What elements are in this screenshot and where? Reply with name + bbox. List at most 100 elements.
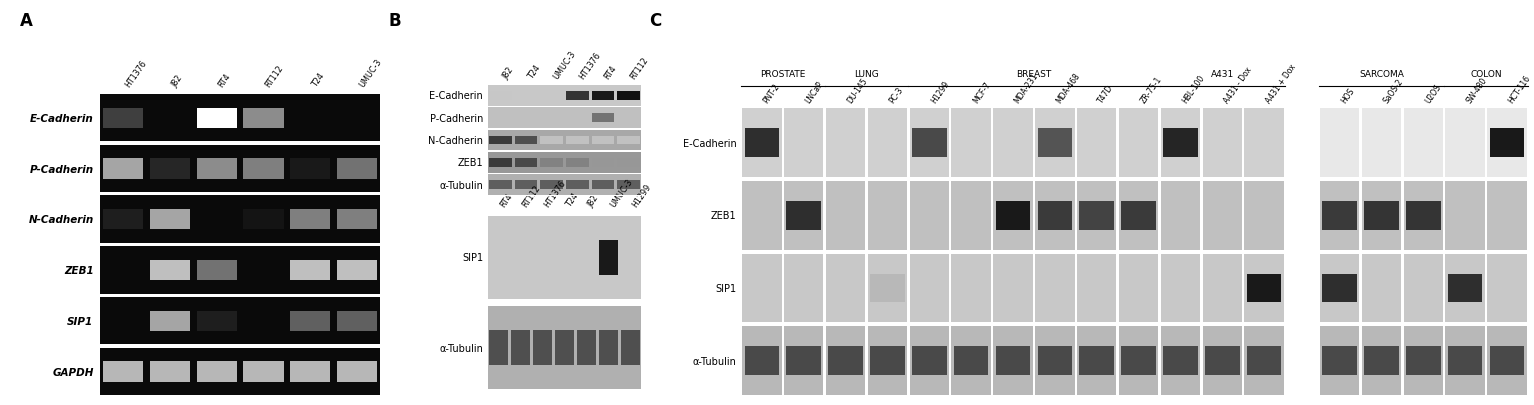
Bar — [147, 145, 193, 193]
Bar — [1247, 274, 1281, 303]
Bar — [825, 109, 865, 178]
Bar — [1035, 254, 1074, 323]
Bar — [1322, 201, 1356, 230]
Bar — [1118, 109, 1158, 178]
Bar — [488, 129, 641, 130]
Text: A431: A431 — [1210, 70, 1233, 79]
Bar — [1445, 326, 1485, 395]
Bar — [193, 247, 239, 294]
Bar — [1362, 326, 1401, 395]
Bar — [1203, 181, 1243, 250]
Bar — [489, 136, 512, 145]
Bar — [150, 362, 190, 382]
Bar — [913, 129, 946, 158]
Bar — [239, 348, 287, 395]
Bar — [1203, 254, 1243, 323]
Bar — [742, 254, 781, 323]
Bar — [951, 254, 991, 323]
Bar — [532, 306, 554, 389]
Bar — [1319, 181, 1359, 250]
Bar — [196, 311, 236, 331]
Text: E-Cadherin: E-Cadherin — [430, 91, 483, 101]
Bar — [868, 181, 907, 250]
Bar — [1163, 129, 1198, 158]
Bar — [1035, 326, 1074, 395]
Bar — [193, 348, 239, 395]
Bar — [913, 346, 946, 375]
Bar — [100, 294, 380, 295]
Text: ZEB1: ZEB1 — [710, 211, 736, 221]
Text: ZR-75-1: ZR-75-1 — [1138, 75, 1163, 105]
Bar — [592, 159, 614, 167]
Bar — [591, 153, 615, 173]
Text: T24: T24 — [565, 191, 580, 209]
Bar — [1203, 109, 1243, 178]
Bar — [489, 330, 508, 365]
Bar — [621, 330, 640, 365]
Bar — [1080, 201, 1114, 230]
Bar — [825, 181, 865, 250]
Bar — [617, 136, 640, 145]
Bar — [538, 86, 565, 107]
Bar — [509, 216, 532, 299]
Text: E-Cadherin: E-Cadherin — [683, 139, 736, 149]
Bar — [244, 362, 284, 382]
Text: HT1376: HT1376 — [123, 59, 149, 89]
Bar — [196, 159, 236, 179]
Bar — [196, 362, 236, 382]
Text: N-Cadherin: N-Cadherin — [428, 136, 483, 146]
Bar — [333, 95, 380, 142]
Bar — [1405, 201, 1440, 230]
Text: UMUC-3: UMUC-3 — [609, 177, 634, 209]
Bar — [193, 196, 239, 243]
Bar — [566, 92, 589, 100]
Bar — [870, 346, 905, 375]
Text: J82: J82 — [500, 66, 515, 81]
Bar — [540, 159, 563, 167]
Bar — [1077, 181, 1117, 250]
Text: A431 + Dox: A431 + Dox — [1264, 63, 1298, 105]
Bar — [193, 145, 239, 193]
Text: RT4: RT4 — [499, 192, 514, 209]
Bar — [1488, 254, 1526, 323]
Bar — [103, 159, 143, 179]
Bar — [100, 193, 380, 194]
Bar — [100, 95, 147, 142]
Bar — [1364, 346, 1399, 375]
Bar — [1118, 254, 1158, 323]
Bar — [825, 254, 865, 323]
Bar — [147, 95, 193, 142]
Text: PC-3: PC-3 — [888, 86, 905, 105]
Bar — [540, 136, 563, 145]
Text: A431 - Dox: A431 - Dox — [1223, 66, 1253, 105]
Bar — [488, 130, 514, 151]
Bar — [333, 247, 380, 294]
Text: N-Cadherin: N-Cadherin — [28, 215, 94, 225]
Bar — [488, 153, 514, 173]
Bar — [538, 153, 565, 173]
Bar — [1244, 254, 1284, 323]
Bar — [150, 210, 190, 230]
Bar — [615, 175, 641, 196]
Bar — [742, 181, 781, 250]
Bar — [100, 395, 380, 396]
Bar — [244, 109, 284, 128]
Bar — [333, 297, 380, 345]
Bar — [150, 311, 190, 331]
Bar — [910, 326, 950, 395]
Bar — [196, 109, 236, 128]
Bar — [620, 306, 641, 389]
Bar — [870, 274, 905, 303]
Bar — [488, 108, 514, 129]
Bar — [784, 326, 824, 395]
Bar — [239, 196, 287, 243]
Text: E-Cadherin: E-Cadherin — [29, 113, 94, 124]
Text: SIP1: SIP1 — [67, 316, 94, 326]
Bar — [1121, 201, 1157, 230]
Bar — [1445, 109, 1485, 178]
Bar — [598, 240, 618, 275]
Bar — [1035, 181, 1074, 250]
Bar — [538, 175, 565, 196]
Bar — [150, 159, 190, 179]
Bar — [1244, 326, 1284, 395]
